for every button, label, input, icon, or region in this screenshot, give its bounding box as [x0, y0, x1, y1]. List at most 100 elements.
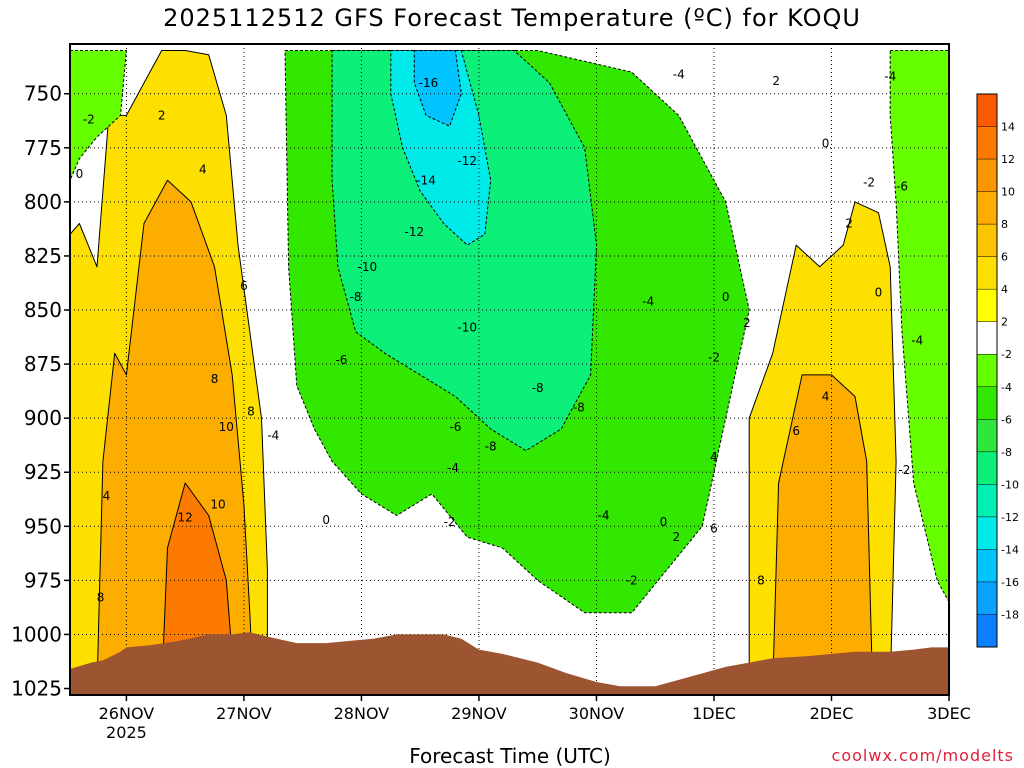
colorbar-bin: [977, 321, 997, 355]
contour-label: 0: [76, 167, 84, 181]
contour-label: 4: [199, 162, 207, 176]
contour-label: 12: [178, 511, 193, 525]
colorbar-label: 4: [1001, 283, 1008, 296]
contour-label: -4: [642, 294, 654, 308]
contour-label: -4: [267, 428, 279, 442]
contour-label: 0: [875, 286, 883, 300]
colorbar-label: -8: [1001, 446, 1012, 459]
x-axis-title: Forecast Time (UTC): [409, 744, 611, 768]
colorbar-label: -18: [1001, 608, 1019, 621]
y-tick-label: 775: [24, 136, 62, 160]
y-tick-label: 750: [24, 82, 62, 106]
colorbar-bin: [977, 451, 997, 485]
contour-label: 8: [97, 591, 105, 605]
contour-label: -14: [416, 173, 436, 187]
colorbar-bin: [977, 581, 997, 615]
colorbar-bin: [977, 191, 997, 225]
colorbar-label: -10: [1001, 478, 1019, 491]
colorbar-label: -16: [1001, 576, 1019, 589]
colorbar-bin: [977, 549, 997, 582]
contour-label: 2: [772, 74, 780, 88]
x-tick-label: 26NOV: [99, 704, 155, 723]
y-tick-label: 800: [24, 190, 62, 214]
chart-title: 2025112512 GFS Forecast Temperature (ºC)…: [163, 4, 861, 32]
x-tick-label: 29NOV: [451, 704, 507, 723]
colorbar-bin: [977, 516, 997, 550]
colorbar-bin: [977, 419, 997, 452]
colorbar-bin: [977, 224, 997, 257]
colorbar-bin: [977, 484, 997, 517]
contour-label: -2: [444, 515, 456, 529]
x-tick-label: 28NOV: [334, 704, 390, 723]
contour-label: -6: [335, 353, 347, 367]
contour-label: 2: [845, 217, 853, 231]
contour-label: -8: [532, 381, 544, 395]
contour-label: 0: [322, 513, 330, 527]
plot-frame: [69, 43, 950, 696]
colorbar-label: -12: [1001, 511, 1019, 524]
colorbar-bin: [977, 159, 997, 192]
colorbar-bin: [977, 614, 997, 647]
contour-label: -10: [457, 320, 477, 334]
temp-region: [889, 50, 949, 603]
contour-label: 4: [103, 489, 111, 503]
colorbar-label: -6: [1001, 413, 1012, 426]
contour-label: 4: [710, 450, 718, 464]
contour-label: -2: [708, 351, 720, 365]
contour-label: -8: [573, 400, 585, 414]
y-tick-label: 875: [24, 352, 62, 376]
temp-region: [70, 50, 127, 181]
colorbar-label: 10: [1001, 186, 1015, 199]
colorbar-label: -2: [1001, 348, 1012, 361]
contour-label: -4: [447, 461, 459, 475]
y-tick-label: 975: [24, 568, 62, 592]
colorbar-label: -4: [1001, 381, 1012, 394]
contour-label: 10: [219, 420, 234, 434]
y-tick-label: 1025: [11, 677, 62, 701]
contour-label: 6: [710, 521, 718, 535]
credit-link[interactable]: coolwx.com/modelts: [831, 746, 1014, 765]
contour-label: -6: [896, 180, 908, 194]
contour-label: -8: [485, 439, 497, 453]
x-tick-label: 27NOV: [216, 704, 272, 723]
x-tick-label: 3DEC: [927, 704, 971, 723]
colorbar-label: 2: [1001, 316, 1008, 329]
contour-label: 0: [822, 136, 830, 150]
contour-label: -4: [884, 69, 896, 83]
contour-label: -4: [673, 67, 685, 81]
contour-label: 4: [822, 390, 830, 404]
contour-label: -2: [83, 113, 95, 127]
x-tick-label: 2DEC: [810, 704, 854, 723]
x-tick-sublabel: 2025: [106, 723, 147, 742]
colorbar-bin: [977, 256, 997, 290]
y-tick-label: 925: [24, 460, 62, 484]
colorbar-bin: [977, 289, 997, 322]
contour-label: -2: [898, 463, 910, 477]
contour-label: 6: [240, 279, 248, 293]
y-tick-label: 950: [24, 514, 62, 538]
contour-label: -8: [350, 290, 362, 304]
colorbar-bin: [977, 386, 997, 420]
contour-label: 2: [673, 530, 681, 544]
contour-label: -4: [598, 508, 610, 522]
temp-region: [331, 50, 597, 452]
contour-label: -12: [405, 225, 425, 239]
y-tick-label: 1000: [11, 622, 62, 646]
temp-region: [413, 50, 462, 127]
colorbar-label: -14: [1001, 543, 1019, 556]
colorbar-label: 12: [1001, 153, 1015, 166]
contour-label: 8: [211, 372, 219, 386]
contour-label: 2: [158, 108, 166, 122]
contour-label: -12: [457, 154, 477, 168]
contour-label: 2: [743, 316, 751, 330]
contour-label: -4: [911, 333, 923, 347]
temp-region: [772, 374, 874, 689]
contour-label: -2: [626, 573, 638, 587]
colorbar-label: 8: [1001, 218, 1008, 231]
y-tick-label: 825: [24, 244, 62, 268]
colorbar-frame: [976, 93, 998, 648]
colorbar-bin: [977, 94, 997, 127]
x-tick-label: 30NOV: [569, 704, 625, 723]
contour-label: 0: [660, 515, 668, 529]
